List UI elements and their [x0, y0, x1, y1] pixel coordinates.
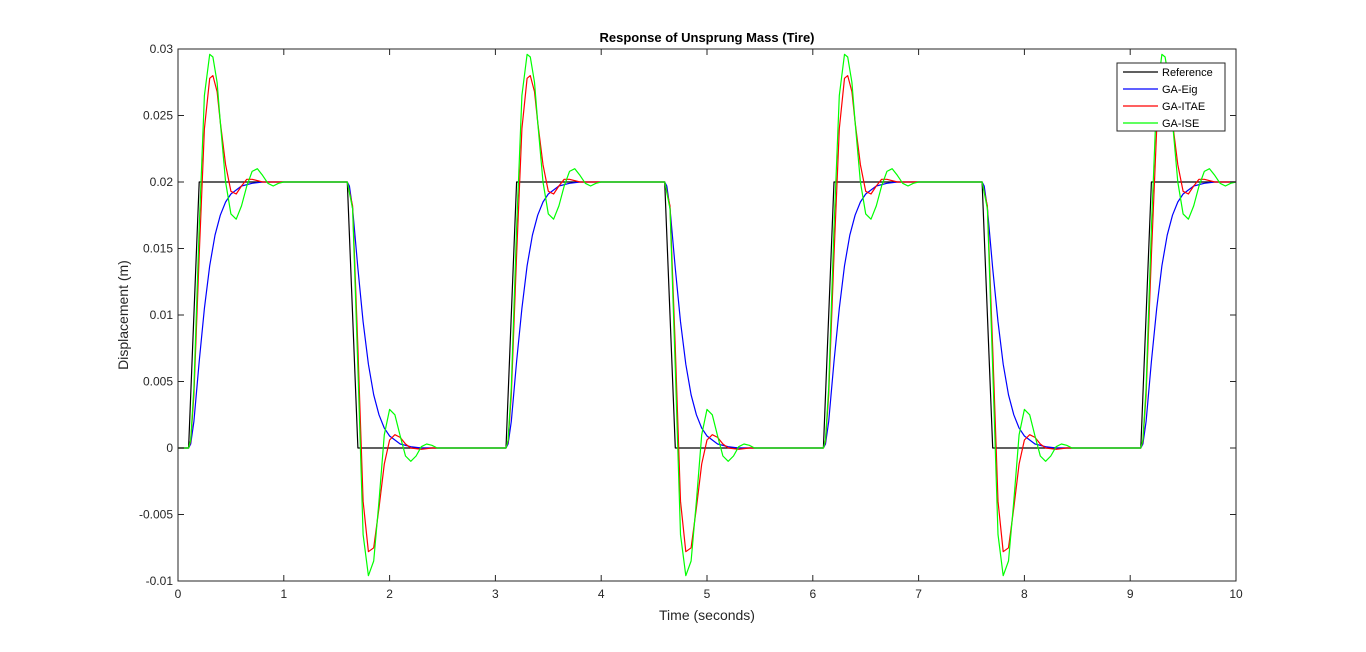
x-tick-label: 9: [1127, 587, 1134, 601]
x-tick-label: 8: [1021, 587, 1028, 601]
x-tick-label: 1: [280, 587, 287, 601]
y-axis-label: Displacement (m): [115, 260, 131, 370]
x-tick-label: 0: [175, 587, 182, 601]
chart-title: Response of Unsprung Mass (Tire): [599, 30, 814, 45]
x-tick-label: 6: [809, 587, 816, 601]
series-line-ga-ise: [178, 53, 1237, 577]
x-tick-label: 3: [492, 587, 499, 601]
y-tick-label: 0.015: [143, 242, 173, 256]
x-axis-label: Time (seconds): [659, 607, 755, 623]
legend-label-ga-itae: GA-ITAE: [1162, 101, 1205, 113]
legend-label-ga-eig: GA-Eig: [1162, 84, 1197, 96]
legend-box: [1116, 62, 1226, 132]
y-tick-label: -0.005: [139, 508, 173, 522]
y-tick-label: -0.01: [146, 574, 174, 588]
legend-label-reference: Reference: [1162, 67, 1213, 79]
legend: Reference GA-Eig GA-ITAE GA-ISE: [1116, 62, 1226, 132]
legend-label-ga-ise: GA-ISE: [1162, 118, 1199, 130]
y-tick-label: 0: [166, 441, 173, 455]
y-tick-label: 0.025: [143, 109, 173, 123]
series-layer: [178, 53, 1237, 577]
y-tick-label: 0.03: [150, 42, 174, 56]
x-tick-label: 10: [1229, 587, 1243, 601]
y-tick-label: 0.02: [150, 175, 174, 189]
x-tick-label: 7: [915, 587, 922, 601]
x-tick-label: 5: [704, 587, 711, 601]
y-tick-label: 0.005: [143, 375, 173, 389]
x-tick-label: 2: [386, 587, 393, 601]
plot-area: [178, 49, 1236, 581]
y-tick-label: 0.01: [150, 308, 174, 322]
tick-layer: 0 1 2 3 4 5 6 7 8 9 10 -0.01 -0.005 0 0.005 0.01 0.015 0.…: [139, 42, 1243, 601]
x-tick-label: 4: [598, 587, 605, 601]
